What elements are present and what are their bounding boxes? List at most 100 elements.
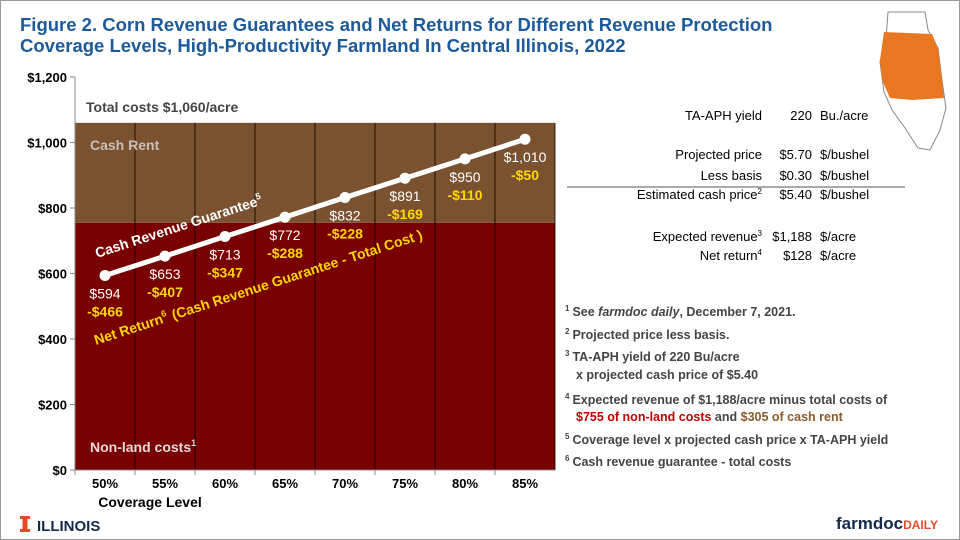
point: [219, 230, 231, 242]
footnote-mark: 1: [191, 438, 196, 448]
chart-title: Figure 2. Corn Revenue Guarantees and Ne…: [20, 14, 772, 35]
total-cost-label: Total costs $1,060/acre: [86, 99, 238, 115]
footnote-text: Expected revenue of $1,188/acre minus to…: [572, 393, 888, 407]
footnote-mark: 2: [565, 327, 570, 336]
footnote-mark: 4: [758, 248, 763, 257]
footnote-mark: 5: [254, 191, 262, 202]
point: [159, 250, 171, 262]
table-label: Expected revenue3: [653, 229, 763, 244]
x-tick-label: 55%: [152, 476, 178, 491]
footnote-mark: 6: [160, 308, 168, 319]
table-unit: $/bushel: [820, 187, 869, 202]
x-tick-label: 65%: [272, 476, 298, 491]
point: [279, 211, 291, 223]
footnote-text: See: [572, 305, 598, 319]
footnote: 3 TA-APH yield of 220 Bu/acre: [565, 349, 740, 364]
y-tick-label: $800: [38, 201, 67, 216]
x-tick-label: 70%: [332, 476, 358, 491]
table-value: $128: [783, 248, 812, 263]
footnote-text: $755 of non-land costs: [576, 410, 711, 424]
x-tick-label: 80%: [452, 476, 478, 491]
value-label: $832: [329, 208, 360, 224]
footnote: 1 See farmdoc daily, December 7, 2021.: [565, 304, 796, 319]
footnote-text: TA-APH yield of 220 Bu/acre: [572, 350, 739, 364]
value-label: $891: [389, 188, 420, 204]
net-return-label: -$50: [511, 167, 539, 183]
point: [519, 133, 531, 145]
net-return-label: -$407: [147, 284, 183, 300]
footnote-mark: 4: [565, 392, 570, 401]
table-label: Less basis: [701, 168, 763, 183]
value-label: $594: [89, 285, 120, 301]
footnote-mark: 1: [565, 304, 570, 313]
cost-label: Cash Rent: [90, 137, 160, 153]
label: Expected revenue: [653, 229, 758, 244]
logo-text: ILLINOIS: [37, 518, 100, 535]
footnote: 2 Projected price less basis.: [565, 327, 729, 342]
chart-title: Coverage Levels, High-Productivity Farml…: [20, 35, 626, 56]
logo-b: DAILY: [903, 518, 938, 532]
x-tick-label: 60%: [212, 476, 238, 491]
footnote-mark: 3: [758, 229, 763, 238]
table-value: 220: [790, 108, 812, 123]
table-value: $1,188: [772, 229, 812, 244]
net-return-label: -$228: [327, 226, 363, 242]
footnote-text: Cash revenue guarantee - total costs: [572, 455, 791, 469]
footnote-text: Projected price less basis.: [572, 328, 729, 342]
footnote-mark: 2: [758, 187, 763, 196]
table-unit: $/acre: [820, 229, 856, 244]
value-label: $950: [449, 169, 480, 185]
x-tick-label: 50%: [92, 476, 118, 491]
net-return-label: -$466: [87, 303, 123, 319]
footnote-text: farmdoc daily: [598, 305, 680, 319]
point: [339, 192, 351, 204]
table-label: TA-APH yield: [685, 108, 762, 123]
point: [459, 153, 471, 165]
net-return-label: -$347: [207, 264, 243, 280]
footnote: 4 Expected revenue of $1,188/acre minus t…: [565, 392, 888, 407]
y-tick-label: $1,200: [27, 70, 67, 85]
label: Estimated cash price: [637, 187, 758, 202]
table-label: Projected price: [675, 147, 762, 162]
footnote-mark: 3: [565, 349, 570, 358]
illinois-map: [879, 11, 947, 151]
table-value: $5.70: [779, 147, 812, 162]
point: [399, 172, 411, 184]
cost-label: Non-land costs1: [90, 438, 196, 455]
table-unit: $/bushel: [820, 147, 869, 162]
net-return-label: -$169: [387, 206, 423, 222]
y-tick-label: $1,000: [27, 136, 67, 151]
label: Net return: [700, 248, 758, 263]
table-value: $5.40: [779, 187, 812, 202]
label: TA-APH yield: [685, 108, 762, 123]
y-tick-label: $600: [38, 267, 67, 282]
footnote-text: x projected cash price of $5.40: [576, 368, 758, 382]
y-tick-label: $200: [38, 398, 67, 413]
footnote: $755 of non-land costs and $305 of cash …: [576, 410, 844, 424]
table-unit: $/acre: [820, 248, 856, 263]
value-label: $713: [209, 246, 240, 262]
guarantee-line: [104, 136, 526, 278]
footnote-text: $305 of cash rent: [741, 410, 844, 424]
label: Less basis: [701, 168, 763, 183]
footnote-text: , December 7, 2021.: [679, 305, 795, 319]
value-label: $653: [149, 266, 180, 282]
footnote: 6 Cash revenue guarantee - total costs: [565, 454, 791, 469]
table-unit: Bu./acre: [820, 108, 868, 123]
x-tick-label: 85%: [512, 476, 538, 491]
table-label: Net return4: [700, 248, 763, 263]
x-tick-label: 75%: [392, 476, 418, 491]
net-return-label: -$110: [447, 187, 482, 203]
table-value: $0.30: [779, 168, 812, 183]
footnote-mark: 6: [565, 454, 570, 463]
table-unit: $/bushel: [820, 168, 869, 183]
footnote-mark: 5: [565, 432, 570, 441]
logo-text: farmdocDAILY: [836, 514, 938, 533]
value-label: $772: [269, 227, 300, 243]
y-tick-label: $400: [38, 332, 67, 347]
illinois-logo: [20, 516, 30, 532]
point: [99, 269, 111, 281]
footnote: 5 Coverage level x projected cash price x…: [565, 432, 888, 447]
